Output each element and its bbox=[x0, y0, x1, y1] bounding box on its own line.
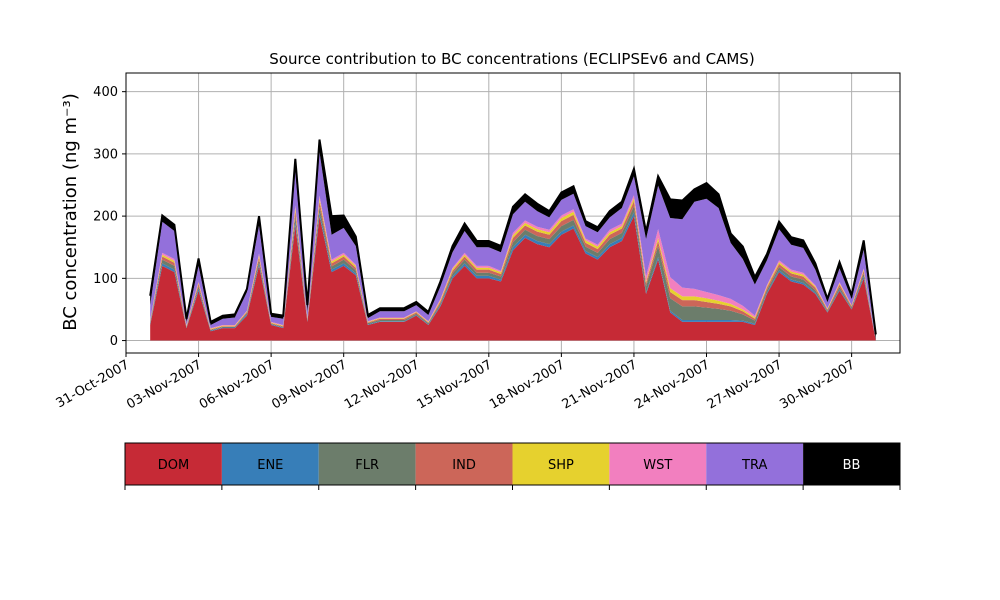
legend-item-ene: ENE bbox=[221, 443, 319, 485]
legend-item-flr: FLR bbox=[318, 443, 416, 485]
series-area-ind bbox=[150, 201, 876, 341]
legend-item-ind: IND bbox=[415, 443, 513, 485]
y-tick-label: 200 bbox=[93, 210, 118, 225]
legend-frame bbox=[124, 442, 901, 486]
colorbar-legend: DOM ENE FLR IND SHP WST TRA BB bbox=[124, 442, 901, 490]
legend-item-tra: TRA bbox=[706, 443, 804, 485]
legend-swatch bbox=[318, 443, 416, 485]
legend-swatch bbox=[803, 443, 900, 485]
plot-frame bbox=[125, 72, 901, 354]
y-tick-label: 400 bbox=[93, 85, 118, 100]
legend-item-wst: WST bbox=[609, 443, 707, 485]
area-series bbox=[149, 139, 877, 341]
legend-label: WST bbox=[643, 458, 672, 473]
y-tick-label: 100 bbox=[93, 272, 118, 287]
y-tick-label: 0 bbox=[110, 334, 118, 349]
legend-swatch bbox=[706, 443, 804, 485]
y-tick-label: 300 bbox=[93, 147, 118, 162]
series-area-flr bbox=[150, 206, 876, 341]
legend-swatch bbox=[221, 443, 319, 485]
x-tick-label: 18-Nov-2007 bbox=[487, 357, 567, 412]
legend-item-shp: SHP bbox=[512, 443, 610, 485]
series-area-ene bbox=[150, 212, 876, 341]
legend-label: FLR bbox=[355, 458, 379, 473]
legend-label: TRA bbox=[741, 458, 767, 473]
legend-swatch bbox=[512, 443, 610, 485]
x-tick-label: 30-Nov-2007 bbox=[777, 357, 857, 412]
axes bbox=[125, 72, 901, 354]
legend-label: DOM bbox=[158, 458, 189, 473]
legend-swatch bbox=[125, 443, 222, 485]
y-axis-label: BC concentration (ng m⁻³) bbox=[60, 93, 81, 331]
legend-swatch bbox=[415, 443, 513, 485]
series-area-tra bbox=[150, 152, 876, 341]
total-outline bbox=[149, 139, 877, 335]
x-tick-label: 24-Nov-2007 bbox=[632, 357, 712, 412]
series-area-dom bbox=[150, 216, 876, 341]
x-tick-label: 27-Nov-2007 bbox=[705, 357, 785, 412]
x-tick-label: 03-Nov-2007 bbox=[124, 357, 204, 412]
x-tick-label: 31-Oct-2007 bbox=[54, 357, 132, 411]
x-tick-label: 15-Nov-2007 bbox=[415, 357, 495, 412]
legend-label: IND bbox=[452, 458, 476, 473]
legend-label: SHP bbox=[548, 458, 574, 473]
y-axis-ticks: 0 100 200 300 400 bbox=[93, 85, 126, 349]
x-tick-label: 21-Nov-2007 bbox=[560, 357, 640, 412]
x-tick-label: 09-Nov-2007 bbox=[269, 357, 349, 412]
legend-item-dom: DOM bbox=[125, 443, 222, 485]
x-tick-label: 12-Nov-2007 bbox=[342, 357, 422, 412]
chart-title: Source contribution to BC concentrations… bbox=[269, 50, 754, 68]
legend-label: ENE bbox=[257, 458, 283, 473]
x-axis-ticks: 31-Oct-200703-Nov-200706-Nov-200709-Nov-… bbox=[54, 353, 858, 412]
legend-label: BB bbox=[843, 458, 861, 473]
legend-item-bb: BB bbox=[803, 443, 900, 485]
legend-swatch bbox=[609, 443, 707, 485]
x-tick-label: 06-Nov-2007 bbox=[197, 357, 277, 412]
